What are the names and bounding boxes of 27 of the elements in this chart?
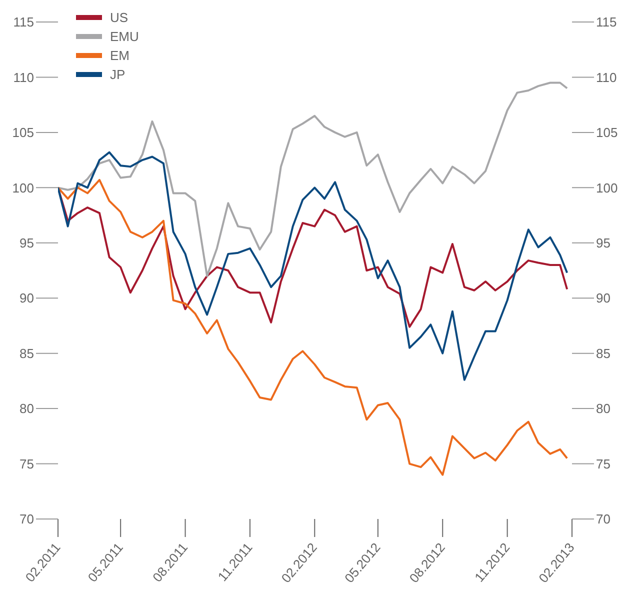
y-tick-label: 95 [20,236,34,251]
legend-label: JP [110,67,126,82]
y2-tick-label: 80 [596,401,610,416]
line-series [58,151,568,381]
y2-tick-label: 100 [596,180,618,196]
y-tick-label: 105 [12,125,34,140]
y2-tick-label: 70 [596,512,610,527]
y-tick-label: 85 [20,346,34,361]
legend-label: EM [110,48,130,63]
y-tick-label: 70 [20,512,34,527]
y-tick-label: 90 [20,290,34,306]
y-tick-label: 115 [13,14,34,30]
y2-tick-label: 95 [596,236,610,251]
y-tick-label: 110 [13,70,34,85]
y-tick-label: 75 [20,456,34,472]
y-tick-label: 80 [20,401,34,416]
y-tick-label: 100 [12,180,34,196]
legend-label: EMU [110,29,139,44]
y2-tick-label: 90 [596,290,610,306]
line-series [58,178,568,476]
legend-label: US [110,10,128,25]
y2-tick-label: 115 [596,14,617,30]
y2-tick-label: 105 [596,125,618,140]
line-series [58,82,568,278]
y2-tick-label: 85 [596,346,610,361]
y2-tick-label: 110 [596,70,617,85]
y2-tick-label: 75 [596,456,610,472]
